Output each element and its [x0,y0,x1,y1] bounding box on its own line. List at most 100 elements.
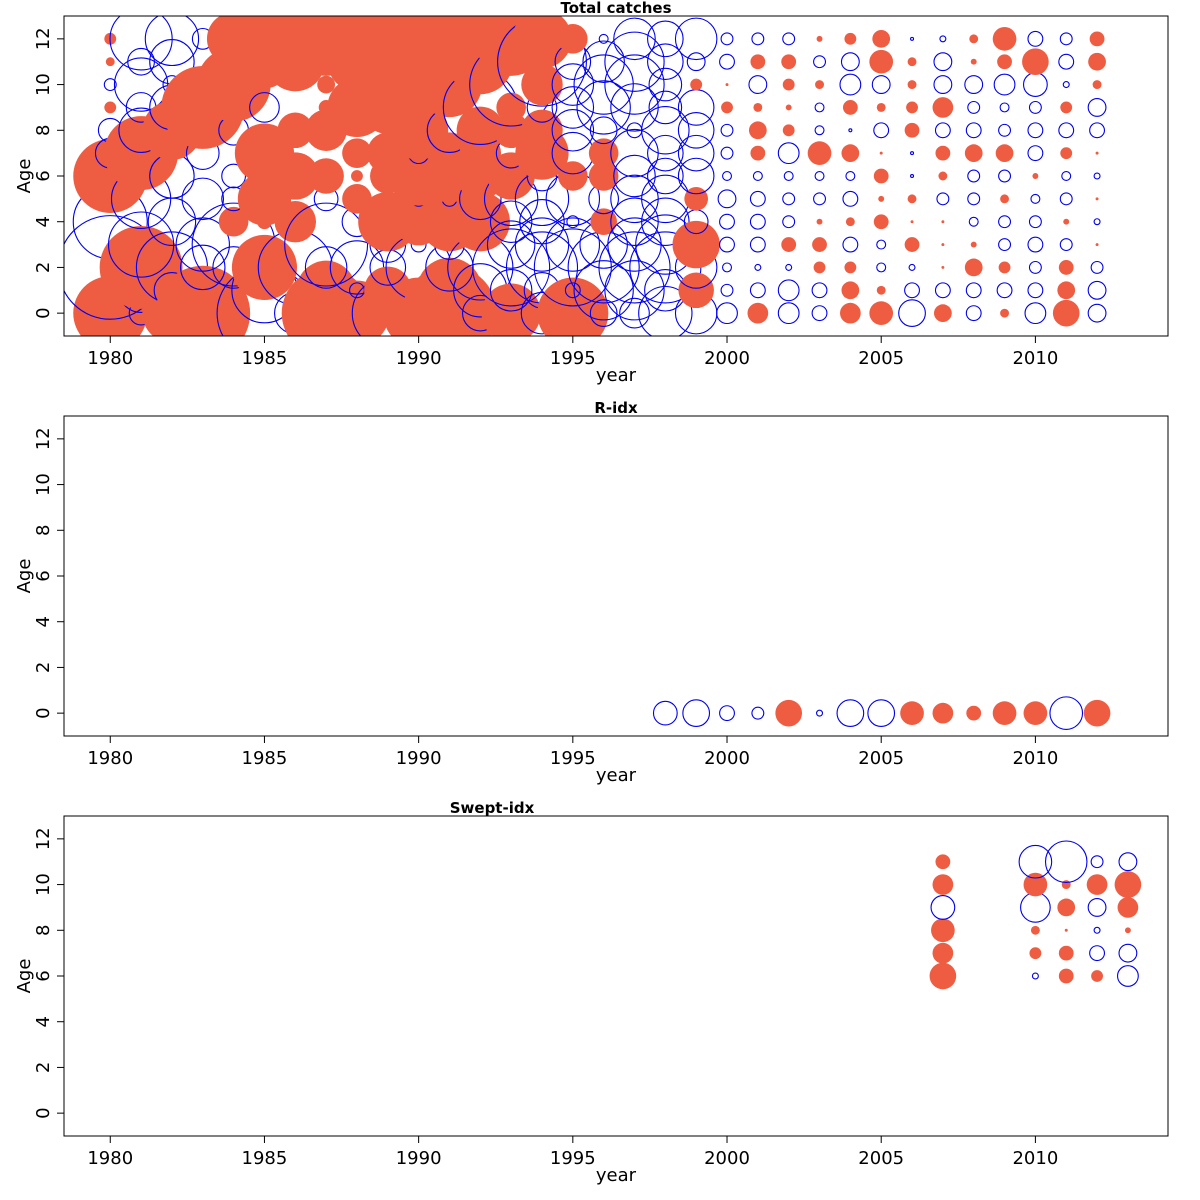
positive-bubble [841,281,860,300]
panel-title: Swept-idx [450,799,535,817]
negative-bubble [1087,97,1107,117]
positive-bubble [747,302,769,324]
negative-bubble [1117,965,1139,987]
negative-bubble [677,134,715,172]
positive-bubble [1060,147,1073,160]
positive-bubble [1117,897,1139,918]
positive-bubble [781,237,797,252]
negative-bubble [1118,852,1138,872]
positive-bubble [782,78,795,91]
positive-bubble [753,102,763,112]
negative-bubble [898,299,926,328]
negative-bubble [604,31,665,92]
positive-bubble [537,277,609,336]
negative-bubble [1027,236,1044,253]
negative-bubble [719,236,735,253]
negative-bubble [910,36,915,41]
negative-bubble [1089,122,1106,139]
x-tick-label: 2000 [704,1148,750,1169]
negative-bubble [545,217,601,272]
negative-bubble [1044,840,1088,883]
negative-bubble [1059,32,1073,46]
positive-bubble [521,109,563,152]
y-tick-label: 8 [33,525,54,536]
negative-bubble [567,231,640,304]
negative-bubble [1024,302,1047,325]
positive-bubble [690,78,703,91]
positive-bubble [775,699,803,727]
negative-bubble [1049,696,1084,730]
positive-bubble [558,161,588,191]
x-tick-label: 2010 [1012,348,1058,369]
negative-bubble [648,90,683,125]
negative-bubble [677,89,715,126]
positive-bubble [1095,243,1099,247]
negative-bubble [638,285,693,336]
negative-bubble [486,220,536,269]
x-tick-label: 2010 [1012,1148,1058,1169]
x-tick-label: 1995 [550,748,596,769]
positive-bubble [271,152,319,200]
positive-bubble [964,144,983,163]
y-tick-label: 12 [33,27,54,50]
positive-bubble [274,200,317,243]
positive-bubble [970,58,977,65]
x-tick-label: 1985 [242,748,288,769]
positive-bubble [521,63,563,106]
x-tick-label: 1980 [87,1148,133,1169]
positive-bubble [997,54,1012,70]
positive-bubble [932,702,954,724]
negative-bubble [785,263,793,271]
negative-bubble [582,40,625,83]
negative-bubble [839,73,862,96]
y-tick-label: 4 [33,1016,54,1027]
positive-bubble [934,304,952,323]
negative-bubble [930,895,956,920]
positive-bubble [317,75,336,94]
positive-bubble [1060,101,1073,114]
positive-bubble [1057,898,1076,917]
x-tick-label: 1985 [242,1148,288,1169]
y-axis-label: Age [14,559,35,594]
positive-bubble [231,234,298,300]
positive-bubble [1058,945,1074,961]
negative-bubble [180,244,226,291]
positive-bubble [992,27,1017,51]
negative-bubble [551,63,595,106]
negative-bubble [908,263,916,271]
negative-bubble [304,246,348,289]
positive-bubble [935,854,951,870]
bubble-layer [652,696,1111,730]
negative-bubble [284,202,369,287]
positive-bubble [782,124,795,137]
panel-total-catches: 1980 1985 1990 1995 2000 2005 2010 0 2 4 6 8 10 12 Tot… [14,0,1169,386]
y-tick-label: 4 [33,216,54,227]
positive-bubble [878,195,885,202]
negative-bubble [1118,943,1138,963]
negative-bubble [720,283,734,297]
positive-bubble [748,121,767,140]
x-tick-label: 1980 [87,348,133,369]
positive-bubble [941,243,945,247]
positive-bubble [992,701,1017,725]
negative-bubble [109,16,173,71]
negative-bubble [127,47,155,76]
negative-bubble [1027,30,1044,47]
negative-bubble [998,123,1012,137]
negative-bubble [103,78,117,92]
positive-bubble [998,261,1011,274]
negative-bubble [936,192,950,206]
negative-bubble [848,128,853,133]
negative-bubble [677,157,715,195]
positive-bubble [876,102,886,112]
negative-bubble [836,699,865,728]
positive-bubble [785,104,792,111]
positive-bubble [904,237,920,252]
negative-bubble [783,171,794,181]
positive-bubble [970,241,977,248]
negative-bubble [782,192,796,206]
positive-bubble [840,302,861,324]
negative-bubble [720,146,734,160]
negative-bubble [652,700,678,726]
